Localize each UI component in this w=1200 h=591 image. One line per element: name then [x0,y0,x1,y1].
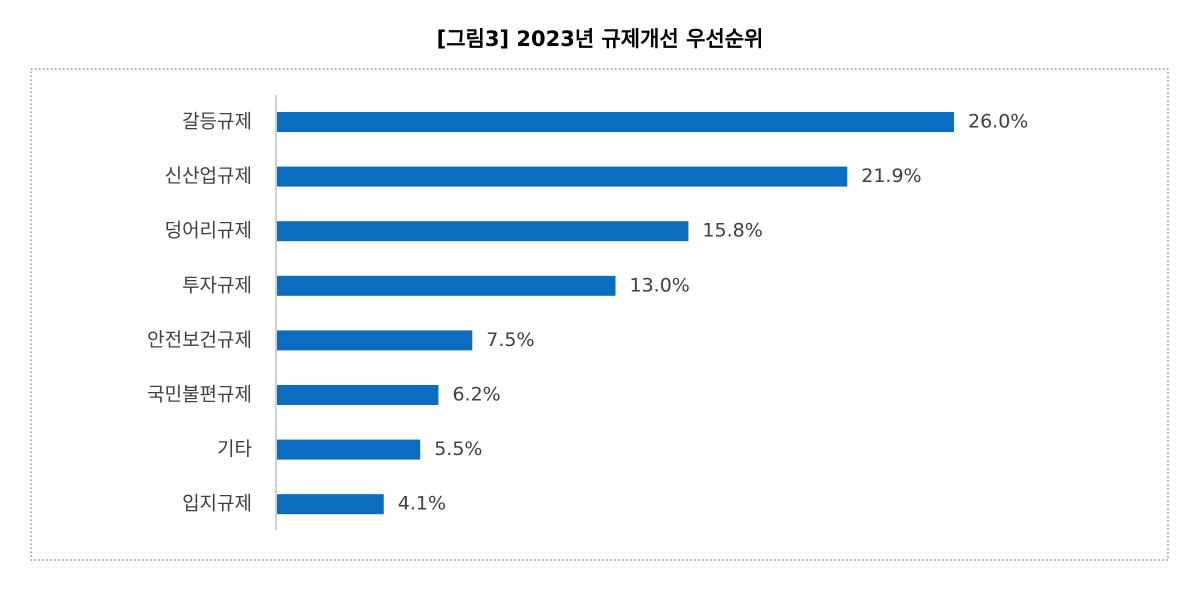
chart-frame [30,68,1169,561]
y-tick-label: 신산업규제 [165,165,252,187]
y-tick-label: 갈등규제 [182,111,252,133]
value-label: 6.2% [452,384,500,406]
value-label: 15.8% [702,220,762,242]
y-tick-label: 입지규제 [182,493,252,515]
value-label: 13.0% [630,274,690,296]
bar [277,112,954,132]
value-label: 21.9% [861,165,921,187]
bar [277,439,421,460]
bar [277,166,848,187]
bar [277,330,473,351]
bar [277,221,689,242]
y-tick-label: 투자규제 [182,274,252,296]
y-tick-label: 국민불편규제 [147,384,252,406]
bar [277,494,384,515]
bar [277,385,439,405]
y-tick-label: 덩어리규제 [165,220,252,242]
value-label: 7.5% [486,329,534,351]
value-label: 4.1% [398,493,446,515]
value-label: 26.0% [968,111,1028,133]
y-tick-label: 기타 [217,438,252,460]
bar [277,275,616,296]
value-label: 5.5% [434,438,482,460]
y-tick-label: 안전보건규제 [147,329,252,351]
chart-title: [그림3] 2023년 규제개선 우선순위 [437,27,764,51]
